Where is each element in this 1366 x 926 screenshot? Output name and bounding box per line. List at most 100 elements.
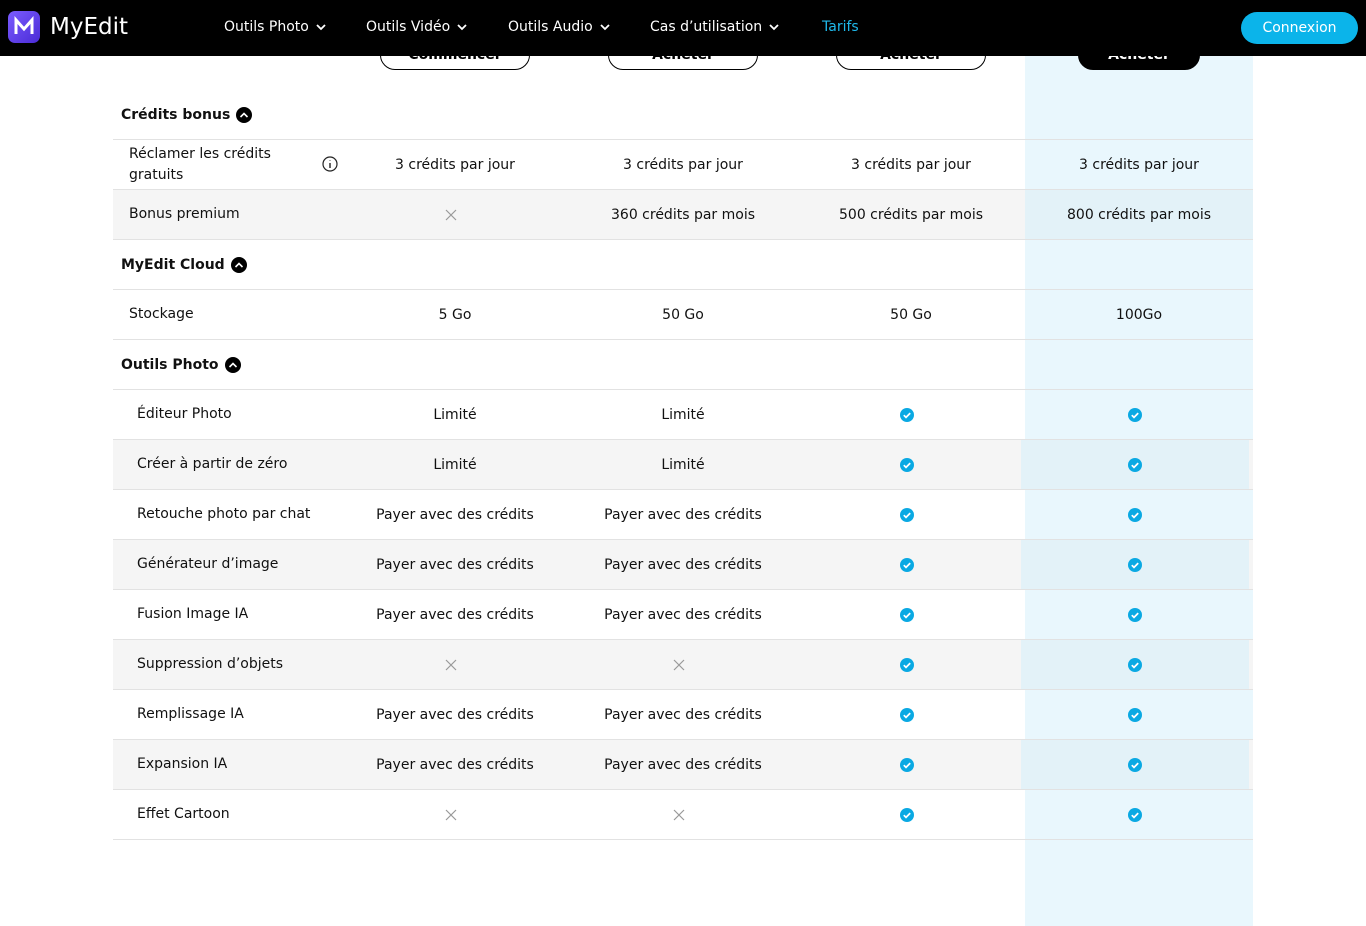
section-header: MyEdit Cloud <box>113 240 1253 290</box>
check-icon <box>900 807 914 822</box>
row-label: Stockage <box>129 306 194 322</box>
section-title-text: Outils Photo <box>121 356 219 373</box>
table-cell <box>793 440 1021 489</box>
info <box>322 156 338 172</box>
table-cell <box>1021 390 1249 439</box>
logo-icon <box>14 16 34 34</box>
logo[interactable] <box>8 11 40 43</box>
cell-text: Payer avec des crédits <box>604 706 762 723</box>
row-label: Éditeur Photo <box>137 406 232 422</box>
cross-icon <box>445 209 457 220</box>
table-cell <box>337 640 565 689</box>
table-cell: 500 crédits par mois <box>797 190 1025 239</box>
nav-item[interactable]: Outils Audio <box>508 19 611 35</box>
table-cell: Payer avec des crédits <box>341 690 569 739</box>
check-icon <box>1128 557 1142 572</box>
cell-text: 3 crédits par jour <box>623 156 743 173</box>
cell-text: 50 Go <box>662 306 704 323</box>
toggle-icon <box>230 256 247 273</box>
table-cell: Limité <box>569 390 797 439</box>
brand[interactable]: MyEdit <box>50 14 128 40</box>
pricing-table: CommencerAcheterAcheterAcheterCrédits bo… <box>113 26 1253 926</box>
row-label: Expansion IA <box>137 756 228 772</box>
table-cell: Payer avec des crédits <box>569 490 797 539</box>
section-header: Crédits bonus <box>113 90 1253 140</box>
row-label: Créer à partir de zéro <box>137 456 288 472</box>
cell-text: Payer avec des crédits <box>604 506 762 523</box>
table-cell <box>1021 740 1249 789</box>
table-cell: 360 crédits par mois <box>569 190 797 239</box>
table-cell: Payer avec des crédits <box>341 540 569 589</box>
section-title-text: Crédits bonus <box>121 106 231 123</box>
cell-text: Payer avec des crédits <box>376 706 534 723</box>
table-cell: 50 Go <box>797 290 1025 339</box>
row-label: Remplissage IA <box>137 706 244 722</box>
table-cell <box>337 190 565 239</box>
cell-text: 360 crédits par mois <box>611 206 755 223</box>
check-icon <box>1128 407 1142 422</box>
check-icon <box>900 757 914 772</box>
check-icon <box>900 707 914 722</box>
table-cell <box>793 490 1021 539</box>
table-row: Remplissage IA Payer avec des crédits Paye… <box>113 690 1253 740</box>
check-icon <box>900 507 914 522</box>
table-row: Fusion Image IA Payer avec des crédits Pay… <box>113 590 1253 640</box>
cell-text: Payer avec des crédits <box>376 606 534 623</box>
collapse-toggle[interactable] <box>224 356 241 373</box>
table-row: Effet Cartoon <box>113 790 1253 840</box>
cell-text: 500 crédits par mois <box>839 206 983 223</box>
cross-icon <box>445 659 457 670</box>
row-label: Fusion Image IA <box>137 606 249 622</box>
table-cell <box>1021 590 1249 639</box>
chevron <box>457 24 467 31</box>
table-cell: 3 crédits par jour <box>341 140 569 189</box>
check-icon <box>1128 707 1142 722</box>
info-icon[interactable] <box>322 156 339 177</box>
table-row: Stockage 5 Go 50 Go 50 Go 100Go <box>113 290 1253 340</box>
row-label: Suppression d’objets <box>137 656 284 672</box>
table-cell <box>1021 440 1249 489</box>
table-cell <box>1021 790 1249 839</box>
nav-label: Outils Photo <box>224 19 309 35</box>
check-icon <box>900 407 914 422</box>
collapse-toggle[interactable] <box>236 106 253 123</box>
cell-text: Limité <box>433 456 477 473</box>
cross-icon <box>673 809 685 820</box>
login-button[interactable]: Connexion <box>1241 12 1358 44</box>
check-icon <box>900 657 914 672</box>
check-icon <box>1128 657 1142 672</box>
cell-text: Payer avec des crédits <box>604 556 762 573</box>
table-cell <box>1021 690 1249 739</box>
table-cell: Payer avec des crédits <box>569 540 797 589</box>
chevron <box>316 24 326 31</box>
nav-label: Outils Vidéo <box>366 19 451 35</box>
cell-text: Limité <box>433 406 477 423</box>
table-row: Retouche photo par chat Payer avec des cr… <box>113 490 1253 540</box>
check-icon <box>1128 757 1142 772</box>
table-cell: 50 Go <box>569 290 797 339</box>
check-icon <box>1128 507 1142 522</box>
table-row: Générateur d’image Payer avec des crédits… <box>113 540 1253 590</box>
table-row: Bonus premium 360 crédits par mois 500 cré… <box>113 190 1253 240</box>
nav-item[interactable]: Tarifs <box>822 19 859 35</box>
nav-label: Outils Audio <box>508 19 593 35</box>
cell-text: Limité <box>661 456 705 473</box>
nav-item[interactable]: Outils Vidéo <box>366 19 468 35</box>
table-row: Suppression d’objets <box>113 640 1253 690</box>
check-icon <box>900 557 914 572</box>
check-icon <box>1128 807 1142 822</box>
table-cell: Payer avec des crédits <box>569 690 797 739</box>
check-icon <box>1128 607 1142 622</box>
chevron <box>769 24 779 31</box>
nav-item[interactable]: Cas d’utilisation <box>650 19 780 35</box>
section-title: Outils Photo <box>121 340 241 389</box>
table-cell: 800 crédits par mois <box>1025 190 1253 239</box>
table-cell: Payer avec des crédits <box>569 590 797 639</box>
collapse-toggle[interactable] <box>230 256 247 273</box>
table-cell <box>793 790 1021 839</box>
check-icon <box>1128 457 1142 472</box>
section-header: Outils Photo <box>113 340 1253 390</box>
table-cell <box>565 790 793 839</box>
toggle-icon <box>236 106 253 123</box>
nav-item[interactable]: Outils Photo <box>224 19 327 35</box>
